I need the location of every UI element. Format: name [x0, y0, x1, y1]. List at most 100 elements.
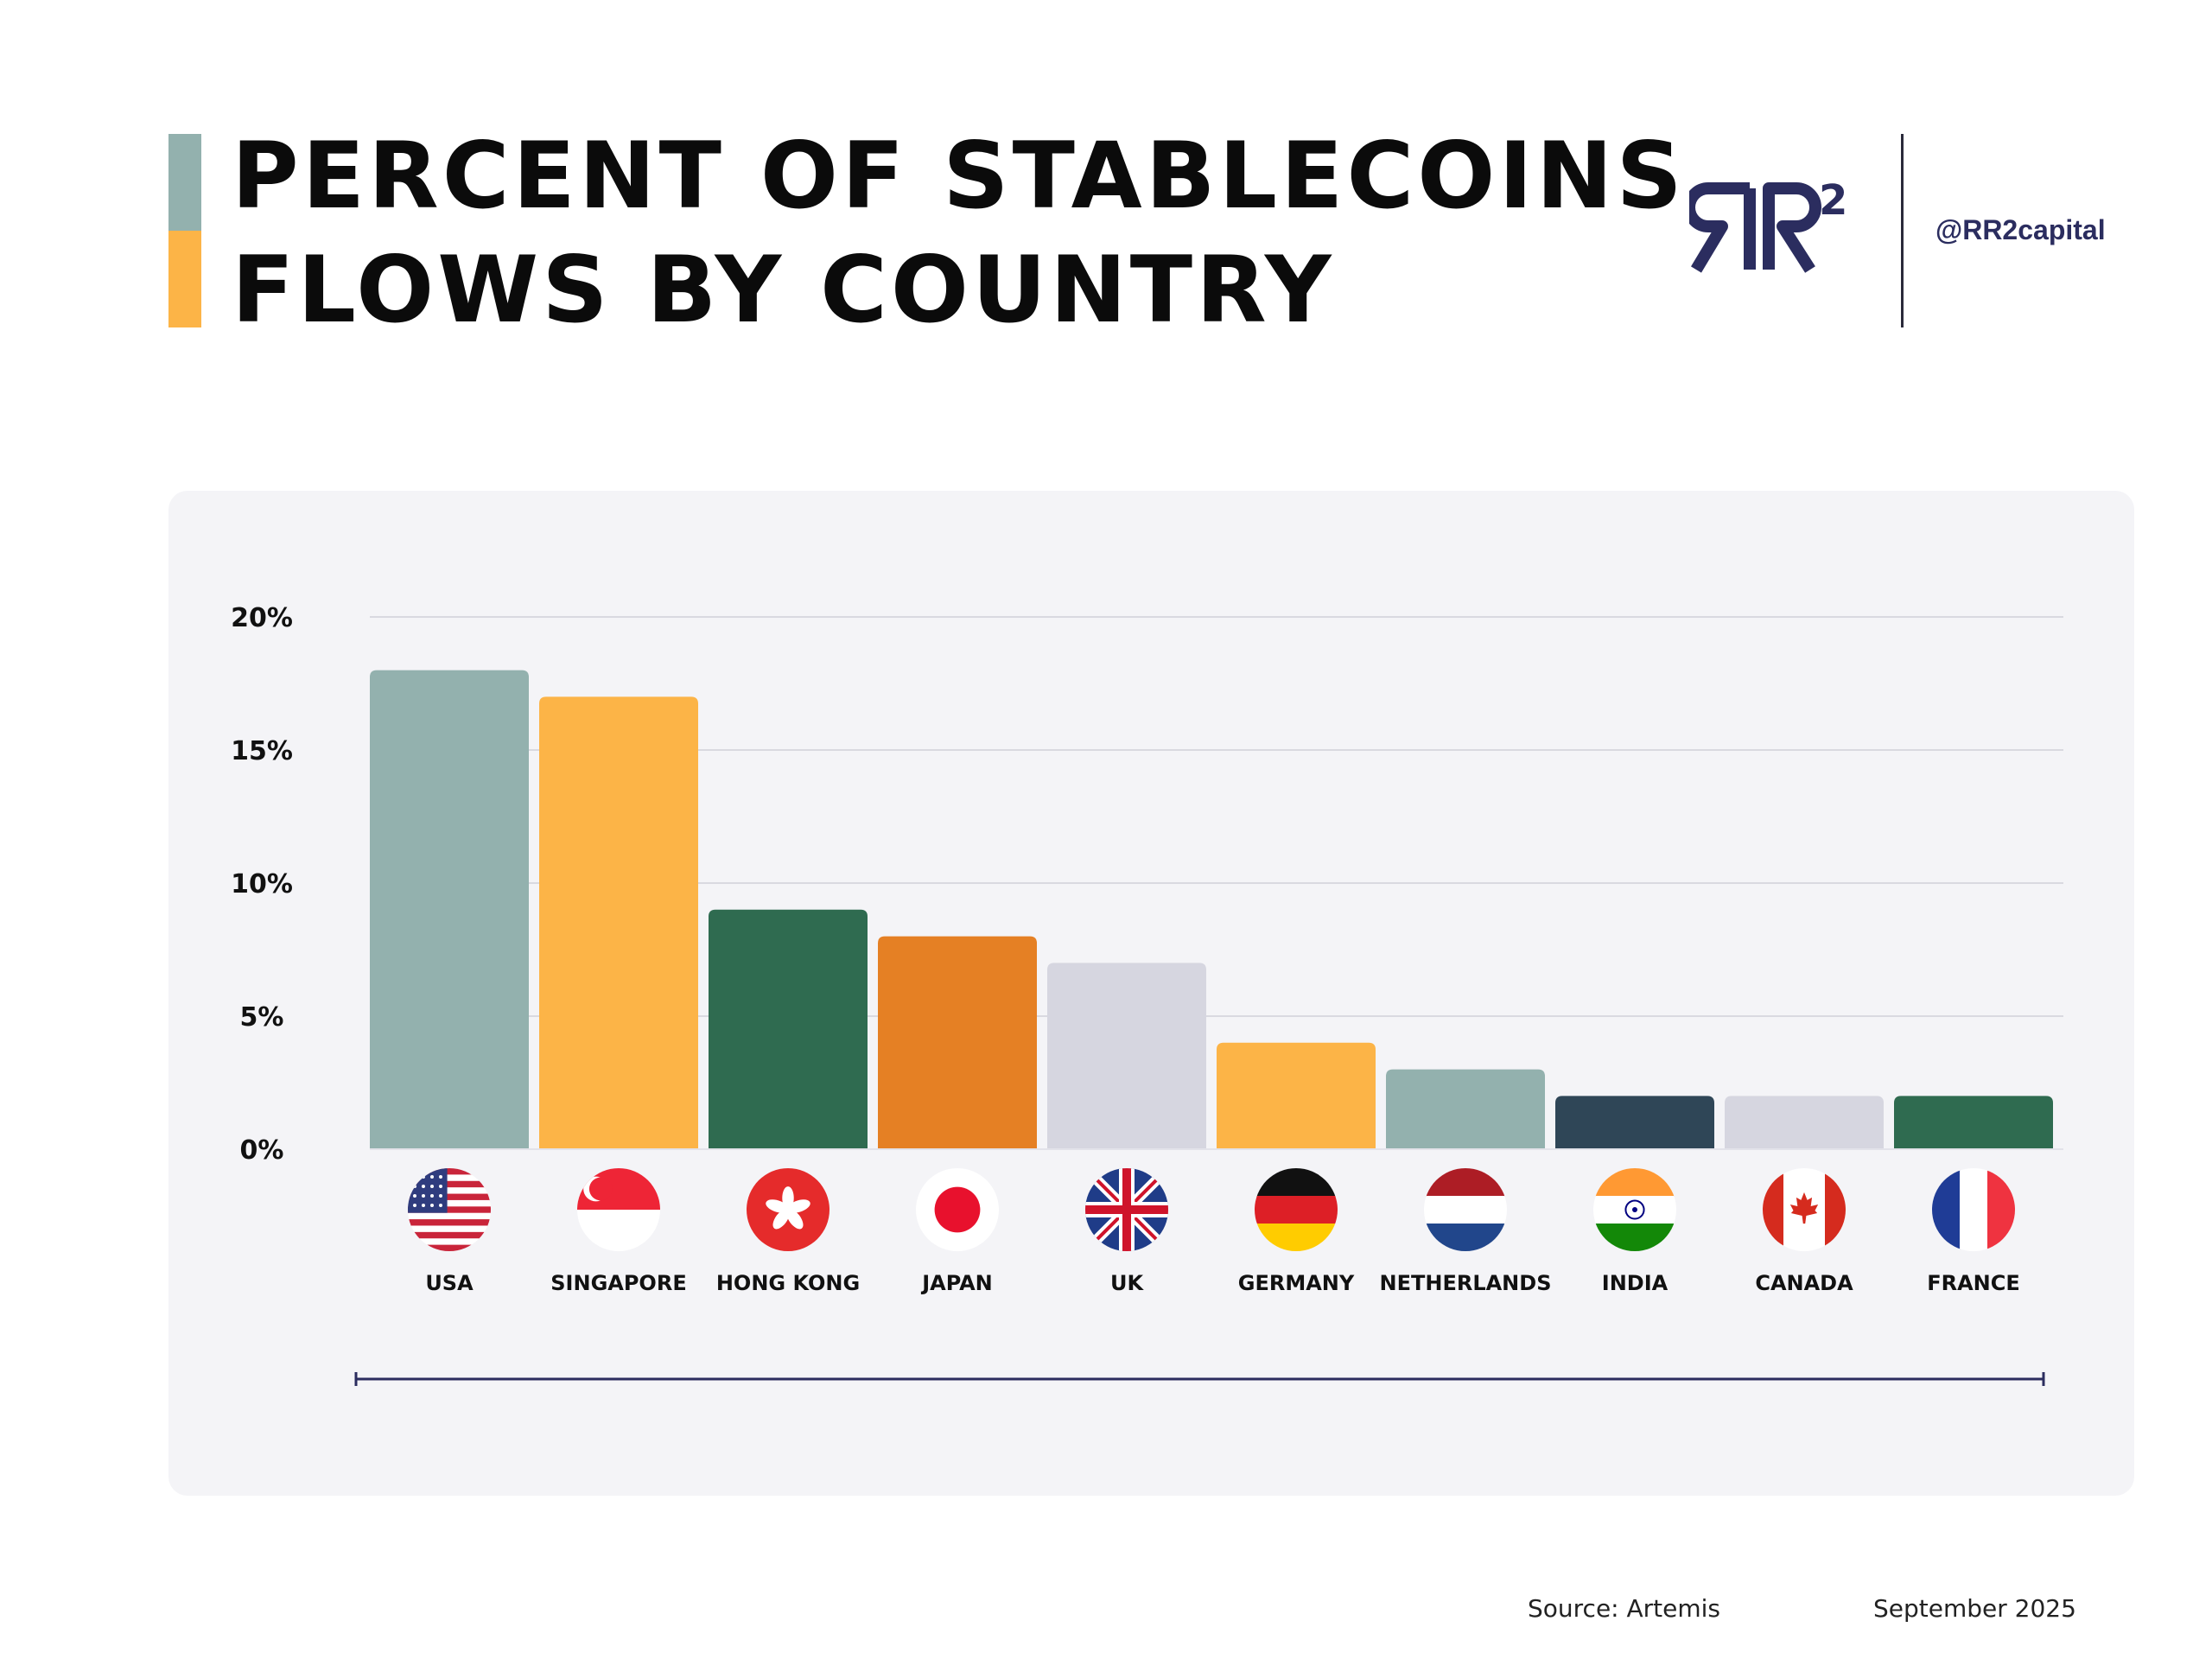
flag-band [1987, 1168, 2015, 1251]
logo-superscript: 2 [1819, 176, 1847, 225]
x-tick-label: HONG KONG [716, 1271, 860, 1295]
x-tick-label: SINGAPORE [550, 1271, 686, 1295]
chart-title: PERCENT OF STABLECOINS FLOWS BY COUNTRY [232, 119, 1686, 347]
flag-petal [772, 1209, 790, 1230]
flag-band [1763, 1168, 1783, 1251]
flag-band [1960, 1168, 1988, 1251]
y-tick-label: 15% [231, 736, 293, 766]
flag-chakra-hub [1632, 1207, 1637, 1212]
flag-petal [766, 1199, 789, 1213]
france-flag-icon [1932, 1168, 2015, 1251]
bar-singapore [539, 696, 698, 1149]
flag-star [430, 1175, 434, 1179]
chart-title-line-1: PERCENT OF STABLECOINS [232, 123, 1686, 229]
flag-band [1424, 1168, 1507, 1197]
flag-star [422, 1204, 425, 1207]
flag-band [577, 1210, 660, 1251]
flag-stripe [408, 1206, 491, 1214]
bar-usa [370, 670, 529, 1149]
flag-star [439, 1175, 442, 1179]
x-tick-label: INDIA [1602, 1271, 1669, 1295]
flag-petal [787, 1199, 810, 1213]
flag-maple-leaf [1789, 1192, 1819, 1224]
flag-stripe [408, 1168, 491, 1175]
title-accent-bar-top [168, 134, 201, 231]
brand-logo: 2 [1689, 176, 1847, 273]
y-tick-label: 20% [231, 603, 293, 633]
flag-band [1424, 1224, 1507, 1251]
flag-star [413, 1185, 416, 1188]
flag-band [1255, 1168, 1338, 1197]
chart-title-line-2: FLOWS BY COUNTRY [232, 237, 1335, 343]
flag-stripe [408, 1174, 491, 1182]
y-tick-label: 0% [240, 1135, 284, 1166]
flag-band [1593, 1224, 1676, 1251]
flag-stripe [408, 1244, 491, 1251]
germany-flag-icon [1255, 1168, 1338, 1251]
chart-panel: 0% 5% 10% 15% 20% USA SINGAPORE HONG KONG JAPAN U… [168, 491, 2134, 1496]
flag-star [422, 1175, 425, 1179]
x-tick-label: UK [1110, 1271, 1144, 1295]
flag-star [430, 1194, 434, 1198]
flag-star [439, 1185, 442, 1188]
bar-hong-kong [709, 909, 868, 1149]
netherlands-flag-icon [1424, 1168, 1507, 1251]
bar-india [1555, 1096, 1714, 1149]
flag-band [1593, 1168, 1676, 1197]
flag-chakra [1624, 1199, 1645, 1220]
japan-flag-icon [916, 1168, 999, 1251]
flag-star [413, 1204, 416, 1207]
flag-star [422, 1185, 425, 1188]
bar-japan [878, 936, 1037, 1149]
uk-flag-icon [1085, 1168, 1168, 1251]
flag-field [747, 1168, 830, 1251]
flag-stripe [408, 1219, 491, 1226]
flag-stripe [408, 1180, 491, 1188]
bar-netherlands [1386, 1069, 1545, 1149]
flag-stripe [408, 1187, 491, 1195]
flag-band [1255, 1196, 1338, 1224]
flag-stripe [408, 1199, 491, 1207]
india-flag-icon [1593, 1168, 1676, 1251]
x-tick-label: JAPAN [920, 1271, 993, 1295]
bar-france [1894, 1096, 2053, 1149]
bar-uk [1047, 963, 1206, 1149]
flag-star [439, 1194, 442, 1198]
flag-star [430, 1204, 434, 1207]
logo-r [1763, 182, 1821, 273]
flag-sun [934, 1186, 981, 1233]
flag-band [1255, 1224, 1338, 1251]
flag-band [1825, 1168, 1846, 1251]
date-note: September 2025 [1873, 1594, 2076, 1623]
x-tick-label: GERMANY [1238, 1271, 1355, 1295]
flag-star [430, 1185, 434, 1188]
canada-flag-icon [1763, 1168, 1846, 1251]
flag-stripe [408, 1193, 491, 1201]
usa-flag-icon [408, 1168, 491, 1251]
source-note: Source: Artemis [1528, 1594, 1721, 1623]
y-tick-label: 10% [231, 869, 293, 899]
flag-star [439, 1204, 442, 1207]
bar-chart: 0% 5% 10% 15% 20% USA SINGAPORE HONG KONG JAPAN U… [231, 603, 2063, 1386]
flag-petal [786, 1209, 804, 1230]
flag-stripe [408, 1238, 491, 1246]
singapore-flag-icon [577, 1168, 660, 1251]
x-tick-label: CANADA [1755, 1271, 1853, 1295]
flag-star [413, 1175, 416, 1179]
social-handle: @RR2capital [1936, 214, 2106, 245]
x-tick-label: NETHERLANDS [1380, 1271, 1552, 1295]
header-divider [1901, 134, 1904, 327]
flag-petal [782, 1186, 794, 1210]
flag-band [1932, 1168, 1961, 1251]
bar-canada [1725, 1096, 1884, 1149]
flag-cross-red [1122, 1168, 1131, 1251]
flag-band [1424, 1196, 1507, 1224]
flag-star [413, 1194, 416, 1198]
flag-stripe [408, 1225, 491, 1233]
hong-kong-flag-icon [747, 1168, 830, 1251]
logo-r-reversed [1689, 182, 1750, 273]
x-tick-label: USA [425, 1271, 474, 1295]
y-tick-label: 5% [240, 1002, 284, 1033]
x-tick-label: FRANCE [1927, 1271, 2020, 1295]
flag-crescent-cut [588, 1177, 613, 1201]
